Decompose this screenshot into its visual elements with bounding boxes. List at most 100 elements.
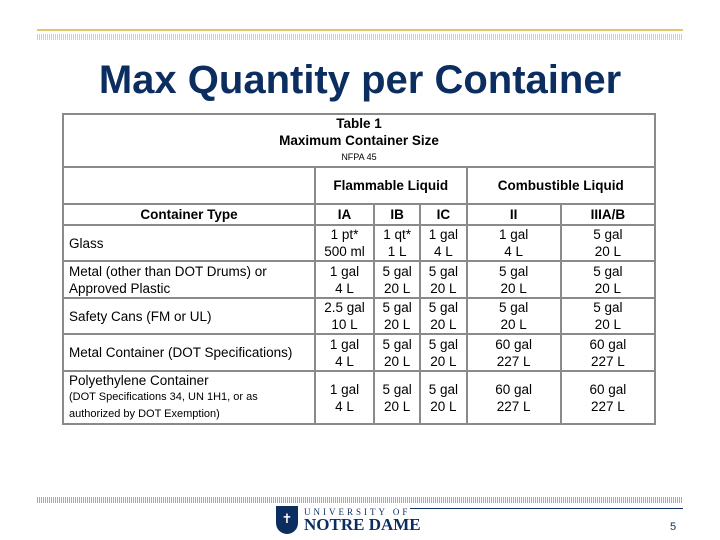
quantity-metric: 4 L <box>504 244 524 259</box>
quantity-us: 5 gal <box>382 381 412 397</box>
table-caption: Table 1 <box>336 116 382 131</box>
empty-header-cell <box>62 166 316 205</box>
quantity-metric: 4 L <box>433 244 453 259</box>
quantity-metric: 227 L <box>590 398 625 414</box>
column-header-row: Container Type IA IB IC II IIIA/B <box>62 203 657 226</box>
container-type-cell: Safety Cans (FM or UL) <box>62 297 316 335</box>
column-header: Container Type <box>62 203 316 226</box>
quantity-us: 5 gal <box>428 263 459 279</box>
shield-icon: ✝ <box>276 506 298 534</box>
container-note: (DOT Specifications 34, UN 1H1, or as au… <box>69 391 258 420</box>
quantity-metric: 227 L <box>496 398 531 414</box>
table-title-cell: Table 1 Maximum Container Size NFPA 45 <box>62 113 656 168</box>
group-combustible: Combustible Liquid <box>465 166 657 205</box>
quantity-cell: 1 qt* 1 L <box>372 224 422 262</box>
quantity-cell: 5 gal 20 L <box>419 370 468 425</box>
quantity-us: 5 gal <box>382 263 412 279</box>
slide-title: Max Quantity per Container <box>98 58 622 102</box>
quantity-cell: 1 gal 4 L <box>314 260 375 299</box>
quantity-us: 5 gal <box>382 300 412 315</box>
quantity-cell: 5 gal 20 L <box>372 370 422 425</box>
quantity-metric: 20 L <box>383 353 411 369</box>
quantity-cell: 1 pt* 500 ml <box>314 224 375 262</box>
quantity-cell: 60 gal 227 L <box>465 333 562 372</box>
quantity-metric: 20 L <box>594 280 622 296</box>
quantity-cell: 1 gal 4 L <box>314 333 375 372</box>
quantity-cell: 5 gal 20 L <box>559 297 657 335</box>
quantity-us: 60 gal <box>495 381 533 397</box>
table-row: Polyethylene Container (DOT Specification… <box>62 370 657 425</box>
quantity-metric: 20 L <box>430 280 457 296</box>
top-gold-band <box>37 34 683 40</box>
container-type: Safety Cans (FM or UL) <box>69 308 212 324</box>
quantity-metric: 4 L <box>335 280 354 296</box>
column-header: IB <box>372 203 422 226</box>
quantity-cell: 5 gal 20 L <box>372 297 422 335</box>
column-header: II <box>465 203 562 226</box>
container-type: Polyethylene Container <box>69 373 209 388</box>
quantity-cell: 5 gal 20 L <box>559 224 657 262</box>
quantity-us: 1 gal <box>329 263 360 279</box>
quantity-cell: 5 gal 20 L <box>465 260 562 299</box>
quantity-cell: 2.5 gal 10 L <box>314 297 375 335</box>
quantity-metric: 227 L <box>496 353 531 369</box>
quantity-us: 60 gal <box>495 336 533 352</box>
bottom-gray-band <box>37 497 683 503</box>
table-row: Safety Cans (FM or UL) 2.5 gal 10 L 5 gal 20… <box>62 297 657 335</box>
container-type: Metal Container (DOT Specifications) <box>69 345 293 360</box>
quantity-cell: 5 gal 20 L <box>372 333 422 372</box>
table-source: NFPA 45 <box>341 152 377 162</box>
group-flammable: Flammable Liquid <box>314 166 468 205</box>
quantity-us: 60 gal <box>589 381 627 397</box>
table-row: Metal Container (DOT Specifications) 1 ga… <box>62 333 657 372</box>
quantity-us: 1 qt* <box>383 227 411 242</box>
quantity-cell: 1 gal 4 L <box>419 224 468 262</box>
quantity-metric: 20 L <box>383 317 411 332</box>
container-type: Glass <box>69 235 104 251</box>
column-header: IIIA/B <box>559 203 657 226</box>
quantity-cell: 60 gal 227 L <box>559 370 657 425</box>
quantity-metric: 20 L <box>594 317 622 332</box>
quantity-metric: 4 L <box>335 353 354 369</box>
quantity-cell: 1 gal 4 L <box>314 370 375 425</box>
container-type-cell: Glass <box>62 224 316 262</box>
table-row: Glass 1 pt* 500 ml 1 qt* 1 L 1 gal 4 L 1 gal 4 L… <box>62 224 657 262</box>
column-header: IA <box>314 203 375 226</box>
quantity-cell: 5 gal 20 L <box>419 333 468 372</box>
quantity-metric: 500 ml <box>324 244 365 259</box>
container-type-cell: Metal Container (DOT Specifications) <box>62 333 316 372</box>
notre-dame-logo: ✝ UNIVERSITY OF NOTRE DAME <box>276 506 421 534</box>
quantity-cell: 60 gal 227 L <box>559 333 657 372</box>
quantity-us: 1 gal <box>329 381 360 397</box>
quantity-cell: 5 gal 20 L <box>419 260 468 299</box>
bottom-navy-line <box>410 508 683 509</box>
quantity-metric: 1 L <box>387 244 407 259</box>
quantity-us: 5 gal <box>593 300 623 315</box>
quantity-metric: 20 L <box>594 244 622 259</box>
quantity-us: 60 gal <box>589 336 627 352</box>
quantity-cell: 60 gal 227 L <box>465 370 562 425</box>
quantity-cell: 5 gal 20 L <box>465 297 562 335</box>
quantity-cell: 1 gal 4 L <box>465 224 562 262</box>
quantity-metric: 20 L <box>430 353 457 369</box>
logo-line1: UNIVERSITY OF <box>304 507 411 517</box>
quantity-metric: 20 L <box>430 317 457 332</box>
quantity-us: 5 gal <box>593 227 623 242</box>
quantity-us: 2.5 gal <box>324 300 365 315</box>
container-type: Metal (other than DOT Drums) or Approved… <box>69 263 267 296</box>
quantity-metric: 20 L <box>500 280 527 296</box>
quantity-us: 5 gal <box>499 263 529 279</box>
column-header: IC <box>419 203 468 226</box>
quantity-us: 5 gal <box>428 300 459 315</box>
quantity-cell: 5 gal 20 L <box>419 297 468 335</box>
quantity-metric: 10 L <box>331 317 358 332</box>
quantity-metric: 20 L <box>500 317 527 332</box>
quantity-us: 5 gal <box>593 263 623 279</box>
quantity-us: 1 pt* <box>330 227 359 242</box>
quantity-us: 5 gal <box>499 300 529 315</box>
quantity-us: 1 gal <box>499 227 529 242</box>
quantity-us: 5 gal <box>428 336 459 352</box>
quantity-metric: 4 L <box>335 398 354 414</box>
quantity-metric: 227 L <box>590 353 625 369</box>
top-gold-line <box>37 29 683 31</box>
